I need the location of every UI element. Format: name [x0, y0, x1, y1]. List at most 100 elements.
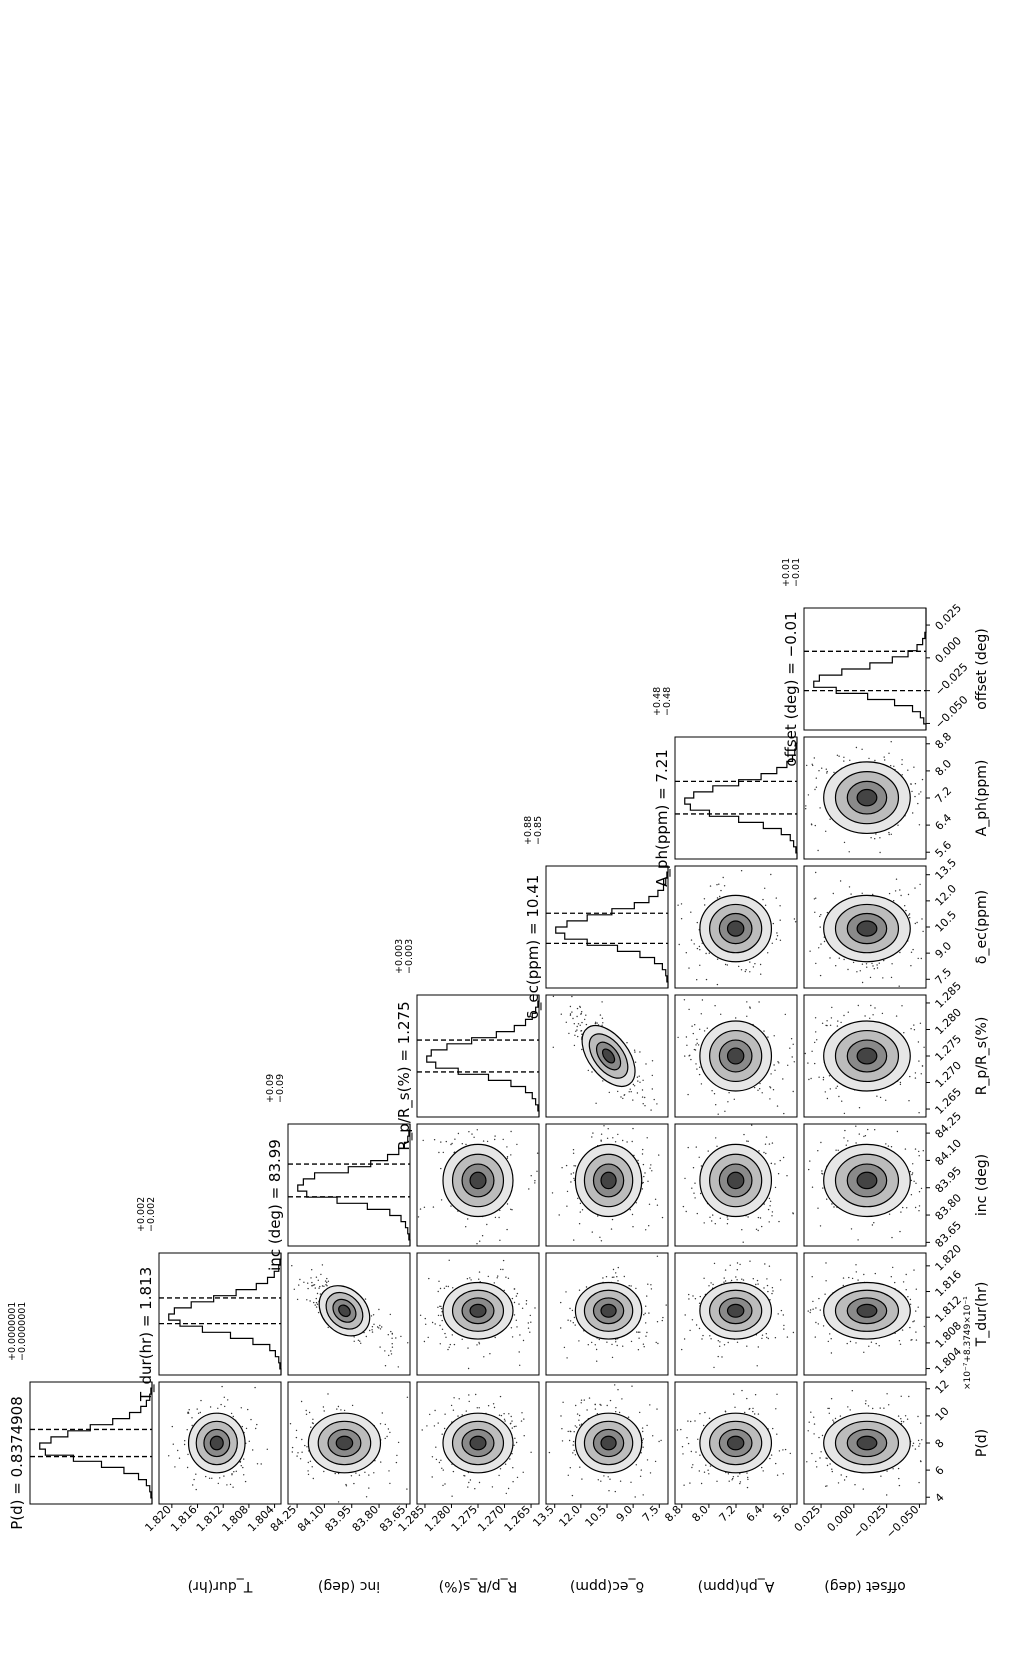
sample-point [573, 1044, 576, 1047]
x-tick-label-Aph: 8.8 [933, 730, 955, 752]
sample-point [591, 1136, 593, 1138]
sample-point [569, 1430, 571, 1432]
scatter-panel-Tdur-dec [545, 1252, 669, 1376]
sample-point [716, 958, 719, 960]
sample-point [644, 1312, 646, 1314]
sample-point [503, 1412, 505, 1415]
sample-point [690, 1058, 692, 1061]
sample-point [768, 1143, 771, 1145]
sample-point [745, 969, 747, 971]
sample-point [440, 1305, 442, 1308]
sample-point [633, 1085, 636, 1087]
sample-point [359, 1340, 361, 1342]
sample-point [563, 1346, 566, 1349]
sample-point [700, 1482, 703, 1485]
sample-point [893, 900, 895, 902]
sample-point [735, 1276, 737, 1278]
sample-point [845, 1475, 848, 1478]
sample-point [422, 1139, 424, 1142]
sample-point [334, 1472, 336, 1475]
x-tick-label-inc: 83.80 [933, 1191, 964, 1222]
sample-point [617, 1280, 619, 1282]
sample-point [814, 1041, 816, 1044]
sample-point [211, 1477, 213, 1479]
sample-point [266, 1448, 268, 1450]
sample-point [250, 1418, 252, 1421]
sample-point [713, 1262, 716, 1265]
y-tick-label-Tdur: 1.808 [220, 1503, 251, 1534]
sample-point [364, 1471, 366, 1473]
sample-point [855, 1142, 857, 1144]
sample-point [578, 1289, 581, 1291]
sample-point [502, 1138, 504, 1141]
title-sub-Tdur: −0.002 [146, 1197, 157, 1232]
sample-point [694, 1298, 697, 1300]
x-tick-label-Rp: 1.280 [933, 1006, 964, 1037]
sample-point [634, 1496, 636, 1498]
sample-point [650, 1164, 652, 1166]
sample-point [851, 1390, 853, 1392]
sample-point [323, 1410, 325, 1412]
sample-point [696, 921, 698, 924]
sample-point [747, 1216, 749, 1218]
sample-point [639, 1475, 642, 1477]
sample-point [703, 1222, 705, 1224]
sample-point [826, 1464, 829, 1467]
sample-point [482, 1140, 485, 1142]
sample-point [782, 1156, 785, 1159]
sample-point [461, 1143, 463, 1145]
sample-point [448, 1346, 450, 1348]
y-axis-label-inc: inc (deg) [318, 1578, 380, 1594]
sample-point [910, 1179, 913, 1182]
sample-point [494, 1138, 496, 1141]
sample-point [874, 1272, 876, 1275]
sample-point [896, 1130, 899, 1133]
sample-point [773, 1064, 775, 1066]
sample-point [752, 1407, 754, 1410]
sample-point [505, 1492, 507, 1495]
sample-point [407, 1342, 409, 1344]
y-tick-label-Aph: 7.2 [717, 1503, 739, 1525]
sample-point [744, 970, 746, 973]
y-tick-label-Aph: 8.0 [689, 1503, 711, 1525]
sample-point [902, 1421, 905, 1423]
sample-point [171, 1425, 174, 1428]
sample-point [762, 1470, 764, 1472]
sample-point [200, 1399, 202, 1402]
sample-point [600, 1480, 602, 1482]
sample-point [447, 1348, 449, 1351]
sample-point [914, 887, 916, 889]
sample-point [897, 1467, 900, 1470]
sample-point [599, 1236, 601, 1238]
scatter-panel-Aph-off [803, 736, 930, 860]
sample-point [199, 1411, 202, 1414]
sample-point [569, 1307, 571, 1310]
sample-point [774, 1337, 777, 1339]
sample-point [832, 892, 834, 895]
sample-point [254, 1386, 256, 1389]
sample-point [756, 1365, 758, 1367]
sample-point [636, 1331, 638, 1333]
sample-point [771, 942, 773, 944]
sample-point [439, 1324, 441, 1327]
sample-point [617, 1133, 619, 1136]
sample-point [291, 1446, 294, 1449]
scatter-panel-P-Tdur [158, 1381, 282, 1508]
sample-point [757, 1229, 759, 1232]
sample-point [716, 884, 718, 886]
sample-point [574, 1425, 576, 1427]
sample-point [658, 1154, 660, 1156]
y-tick-label-dec: 10.5 [583, 1503, 610, 1530]
sample-point [576, 1015, 578, 1018]
sample-point [683, 1338, 686, 1340]
sample-point [763, 1151, 765, 1154]
sample-point [522, 1339, 525, 1342]
sample-point [519, 1334, 521, 1336]
sample-point [920, 1187, 923, 1190]
sample-point [862, 1488, 864, 1490]
sample-point [368, 1474, 370, 1476]
sample-point [879, 851, 881, 854]
sample-point [561, 1440, 564, 1442]
sample-point [756, 1279, 759, 1282]
sample-point [792, 1043, 794, 1045]
